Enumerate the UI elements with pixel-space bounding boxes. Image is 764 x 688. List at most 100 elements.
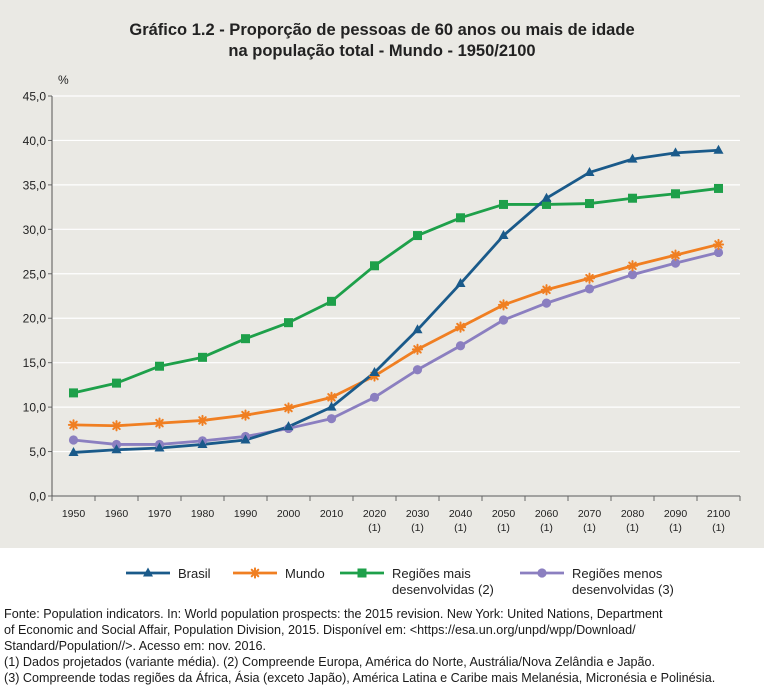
- data-point-series-2: [499, 199, 508, 209]
- x-tick-footnote: (1): [583, 522, 596, 534]
- y-tick-label: 10,0: [23, 401, 47, 415]
- data-point-series-1: [540, 284, 553, 296]
- data-point-series-2: [241, 334, 250, 344]
- x-tick-footnote: (1): [626, 522, 639, 534]
- data-point-series-3: [412, 365, 423, 375]
- data-point-series-0: [111, 444, 122, 454]
- chart-title-line-1: Gráfico 1.2 - Proporção de pessoas de 60…: [129, 21, 635, 39]
- x-tick-label: 2020: [363, 508, 387, 520]
- data-point-series-1: [454, 321, 467, 333]
- legend-marker-3: [537, 568, 547, 578]
- x-tick-label: 2000: [277, 508, 301, 520]
- data-point-series-2: [456, 213, 465, 223]
- data-point-series-1: [411, 343, 424, 355]
- note-line-5: (3) Compreende todas regiões da África, …: [4, 671, 716, 686]
- data-point-series-1: [325, 391, 338, 403]
- data-point-series-3: [455, 341, 466, 351]
- data-point-series-0: [455, 278, 466, 288]
- x-tick-label: 2060: [535, 508, 559, 520]
- data-point-series-0: [670, 147, 681, 157]
- x-tick-label: 1960: [105, 508, 129, 520]
- x-tick-label: 1970: [148, 508, 172, 520]
- x-tick-footnote: (1): [712, 522, 725, 534]
- x-tick-label: 1990: [234, 508, 258, 520]
- y-tick-label: 25,0: [23, 267, 47, 281]
- data-point-series-0: [498, 230, 509, 240]
- data-point-series-1: [67, 419, 80, 431]
- y-tick-label: 40,0: [23, 134, 47, 148]
- y-tick-label: 20,0: [23, 312, 47, 326]
- legend-label-3: desenvolvidas (3): [572, 582, 674, 597]
- note-line-1: Fonte: Population indicators. In: World …: [4, 607, 663, 621]
- legend-label-2: desenvolvidas (2): [392, 582, 494, 597]
- data-point-series-0: [369, 366, 380, 376]
- data-point-series-0: [240, 434, 251, 444]
- data-point-series-0: [713, 144, 724, 154]
- data-point-series-2: [155, 361, 164, 371]
- y-tick-label: 0,0: [29, 490, 46, 504]
- data-point-series-3: [498, 315, 509, 325]
- x-tick-label: 2010: [320, 508, 344, 520]
- line-chart: % 0,0 5,0 10,0 15,0 20,0 25,0 30,0 35,0 40,0 45,0 1…: [23, 73, 741, 597]
- data-point-series-0: [584, 166, 595, 176]
- data-point-series-2: [370, 261, 379, 271]
- data-point-series-0: [412, 324, 423, 334]
- data-point-series-0: [326, 401, 337, 411]
- data-point-series-3: [326, 414, 337, 424]
- data-point-series-3: [713, 247, 724, 258]
- data-point-series-2: [112, 378, 121, 388]
- data-point-series-3: [68, 435, 79, 445]
- note-line-2: of Economic and Social Affair, Populatio…: [4, 623, 636, 638]
- data-point-series-1: [153, 417, 166, 429]
- data-point-series-1: [282, 402, 295, 414]
- data-point-series-2: [198, 352, 207, 362]
- data-point-series-2: [284, 318, 293, 328]
- data-point-series-3: [627, 270, 638, 280]
- x-tick-label: 2030: [406, 508, 430, 520]
- data-point-series-1: [239, 409, 252, 421]
- x-tick-label: 1950: [62, 508, 86, 520]
- data-point-series-2: [585, 199, 594, 209]
- data-point-series-0: [154, 442, 165, 452]
- y-tick-label: 35,0: [23, 178, 47, 192]
- x-tick-label: 2050: [492, 508, 516, 520]
- source-notes: Fonte: Population indicators. In: World …: [4, 606, 764, 686]
- note-line-3: Standard/Population//>. Acesso em: nov. …: [4, 639, 266, 654]
- x-tick-footnote: (1): [454, 522, 467, 534]
- x-tick-footnote: (1): [497, 522, 510, 534]
- data-point-series-3: [369, 392, 380, 402]
- y-tick-label: 5,0: [29, 445, 46, 459]
- data-point-series-1: [196, 414, 209, 427]
- legend-label-0: Brasil: [178, 566, 211, 581]
- data-point-series-2: [542, 199, 551, 209]
- y-tick-label: 30,0: [23, 223, 47, 237]
- legend-label-1: Mundo: [285, 566, 325, 581]
- series-line-0: [73, 148, 719, 454]
- data-point-series-3: [541, 298, 552, 308]
- x-tick-label: 2070: [578, 508, 602, 520]
- note-line-4: (1) Dados projetados (variante média). (…: [4, 655, 656, 670]
- series-line-1: [73, 243, 719, 428]
- data-point-series-2: [714, 183, 723, 193]
- x-tick-footnote: (1): [540, 522, 553, 534]
- legend-label-2: Regiões mais: [392, 566, 471, 581]
- data-point-series-0: [627, 153, 638, 163]
- x-tick-footnote: (1): [411, 522, 424, 534]
- data-point-series-1: [110, 420, 123, 432]
- series-line-3: [73, 251, 719, 446]
- data-point-series-1: [626, 260, 639, 272]
- x-tick-footnote: (1): [669, 522, 682, 534]
- legend-marker-2: [357, 568, 367, 578]
- data-point-series-2: [413, 231, 422, 241]
- legend-marker-1: [249, 567, 261, 579]
- data-point-series-3: [670, 258, 681, 268]
- chart-title: Gráfico 1.2 - Proporção de pessoas de 60…: [0, 20, 764, 62]
- data-point-series-3: [584, 284, 595, 294]
- legend-marker-0: [143, 567, 153, 577]
- data-point-series-0: [68, 446, 79, 456]
- data-point-series-2: [671, 189, 680, 199]
- data-point-series-1: [497, 299, 510, 311]
- data-point-series-0: [197, 438, 208, 448]
- data-point-series-0: [541, 192, 552, 202]
- x-tick-label: 2040: [449, 508, 473, 520]
